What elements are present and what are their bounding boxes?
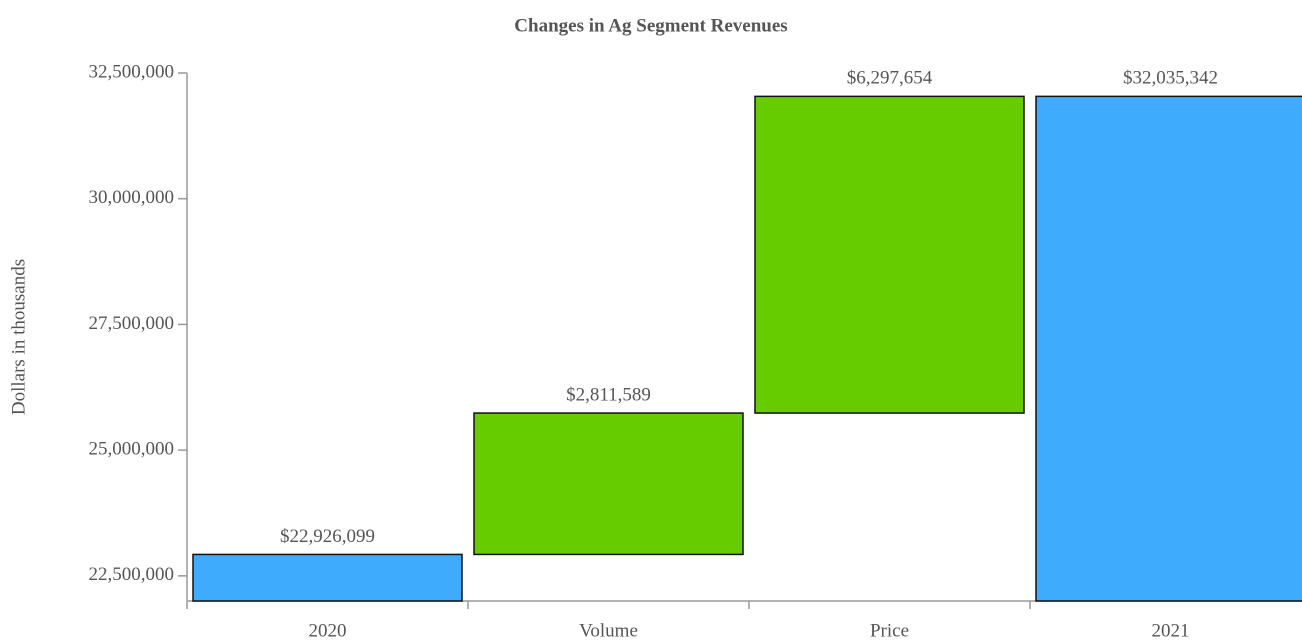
x-tick-label: Volume bbox=[579, 620, 638, 641]
x-tick-label: 2021 bbox=[1152, 620, 1190, 641]
bar bbox=[1035, 95, 1302, 602]
bar bbox=[754, 95, 1025, 414]
data-label: $32,035,342 bbox=[1123, 68, 1218, 89]
chart-title: Changes in Ag Segment Revenues bbox=[514, 15, 787, 36]
data-label: $22,926,099 bbox=[280, 526, 375, 547]
y-tick-label: 32,500,000 bbox=[89, 61, 175, 82]
data-label: $6,297,654 bbox=[847, 68, 933, 89]
y-axis-label: Dollars in thousands bbox=[8, 259, 29, 415]
x-tick-label: 2020 bbox=[309, 620, 347, 641]
data-label: $2,811,589 bbox=[566, 384, 651, 405]
y-tick-label: 22,500,000 bbox=[89, 564, 175, 585]
bar bbox=[473, 412, 744, 556]
bar bbox=[192, 553, 463, 602]
y-tick-label: 30,000,000 bbox=[89, 187, 175, 208]
x-tick-label: Price bbox=[870, 620, 909, 641]
y-tick-label: 25,000,000 bbox=[89, 439, 175, 460]
y-tick-label: 27,500,000 bbox=[89, 313, 175, 334]
